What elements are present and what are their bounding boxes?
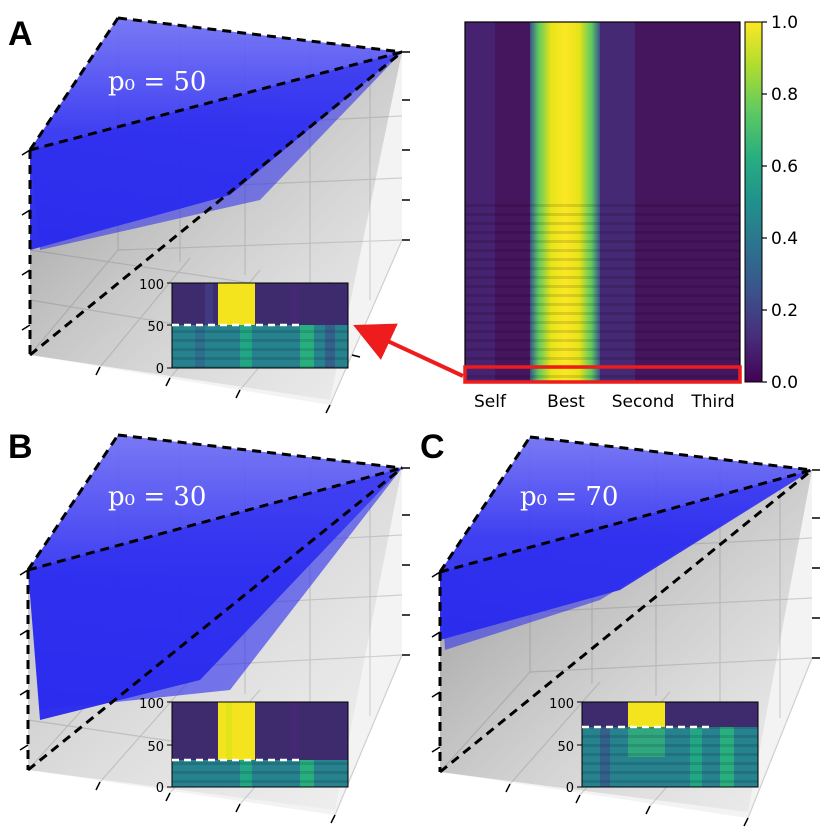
colorbar-ticks <box>762 21 767 383</box>
heatmap-xtick: Second <box>612 392 675 412</box>
panel-letter: B <box>8 428 33 466</box>
panel-letter: A <box>8 15 33 53</box>
heatmap-xtick: Third <box>690 392 734 412</box>
highlight-box <box>463 365 742 384</box>
p0-label: p₀ = 50 <box>108 67 206 97</box>
dashed-edges <box>438 435 813 774</box>
heatmap-xtick: Self <box>474 392 507 412</box>
colorbar-tick-label: 0.2 <box>771 301 798 321</box>
colorbar-tick-label: 0.6 <box>771 157 798 177</box>
panel-a: A p₀ = 50 100 50 0 <box>8 15 410 414</box>
surface-blue-lower <box>30 52 402 250</box>
colorbar-tick-label: 0.4 <box>771 229 798 249</box>
p0-label: p₀ = 30 <box>108 482 206 512</box>
inset-ytick: 50 <box>147 320 164 335</box>
inset-ytick: 100 <box>139 278 164 293</box>
panel-letter: C <box>420 428 445 466</box>
red-arrow <box>353 323 464 378</box>
dashed-edges <box>28 16 403 357</box>
inset-ytick: 100 <box>549 697 574 712</box>
inset-heatmap-b: 100 50 0 <box>139 697 349 796</box>
panel-b: B p₀ = 30 100 50 0 <box>8 428 410 824</box>
p0-label: p₀ = 70 <box>520 482 618 512</box>
inset-ytick: 50 <box>557 740 574 755</box>
inset-ytick: 0 <box>156 781 164 796</box>
axis-ticks <box>431 469 820 827</box>
dashed-edges <box>26 433 403 772</box>
inset-heatmap-a: 100 50 0 <box>139 278 349 377</box>
inset-ytick: 50 <box>147 740 164 755</box>
inset-ytick: 0 <box>156 362 164 377</box>
surface-blue-lower <box>28 468 402 710</box>
panel-c: C p₀ = 70 100 50 0 <box>420 428 820 827</box>
inset-ytick: 100 <box>139 697 164 712</box>
heatmap-xtick: Best <box>547 392 585 412</box>
inset-heatmap-c: 100 50 0 <box>549 697 759 796</box>
colorbar-tick-label: 1.0 <box>771 13 798 33</box>
axis-ticks <box>19 467 410 824</box>
colorbar <box>744 21 763 383</box>
inset-ytick: 0 <box>566 781 574 796</box>
heatmap-row-stripes <box>465 200 740 382</box>
surface-blue-lower <box>440 470 812 650</box>
colorbar-tick-label: 0.0 <box>771 373 798 393</box>
main-heatmap: Self Best Second Third 1.0 0.8 0.6 0.4 0… <box>353 13 798 412</box>
colorbar-tick-label: 0.8 <box>771 85 798 105</box>
